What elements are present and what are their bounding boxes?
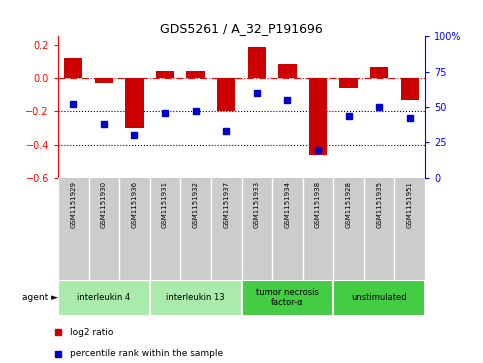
Bar — [150, 280, 242, 316]
Text: interleukin 4: interleukin 4 — [77, 293, 130, 302]
Bar — [309, 78, 327, 155]
Bar — [217, 78, 235, 111]
Text: interleukin 13: interleukin 13 — [166, 293, 225, 302]
Text: tumor necrosis
factor-α: tumor necrosis factor-α — [256, 288, 319, 307]
Bar — [370, 67, 388, 78]
Text: log2 ratio: log2 ratio — [70, 328, 114, 337]
Text: agent ►: agent ► — [22, 293, 58, 302]
Bar — [95, 78, 113, 83]
Bar — [58, 280, 150, 316]
Text: unstimulated: unstimulated — [351, 293, 407, 302]
Bar — [186, 71, 205, 78]
Text: GSM1151936: GSM1151936 — [131, 181, 138, 228]
Text: GSM1151932: GSM1151932 — [193, 181, 199, 228]
Bar — [248, 47, 266, 78]
Bar — [242, 280, 333, 316]
Bar — [64, 58, 83, 78]
Text: GSM1151934: GSM1151934 — [284, 181, 290, 228]
Text: GSM1151930: GSM1151930 — [101, 181, 107, 228]
Text: GSM1151931: GSM1151931 — [162, 181, 168, 228]
Bar — [400, 78, 419, 99]
Text: GSM1151933: GSM1151933 — [254, 181, 260, 228]
Bar — [125, 78, 143, 128]
Text: GSM1151929: GSM1151929 — [70, 181, 76, 228]
Text: GSM1151951: GSM1151951 — [407, 181, 413, 228]
Text: GSM1151935: GSM1151935 — [376, 181, 382, 228]
Text: GSM1151937: GSM1151937 — [223, 181, 229, 228]
Bar — [156, 71, 174, 78]
Text: percentile rank within the sample: percentile rank within the sample — [70, 349, 223, 358]
Bar — [333, 280, 425, 316]
Bar — [278, 64, 297, 78]
Title: GDS5261 / A_32_P191696: GDS5261 / A_32_P191696 — [160, 22, 323, 35]
Bar — [340, 78, 358, 88]
Text: GSM1151928: GSM1151928 — [345, 181, 352, 228]
Text: GSM1151938: GSM1151938 — [315, 181, 321, 228]
